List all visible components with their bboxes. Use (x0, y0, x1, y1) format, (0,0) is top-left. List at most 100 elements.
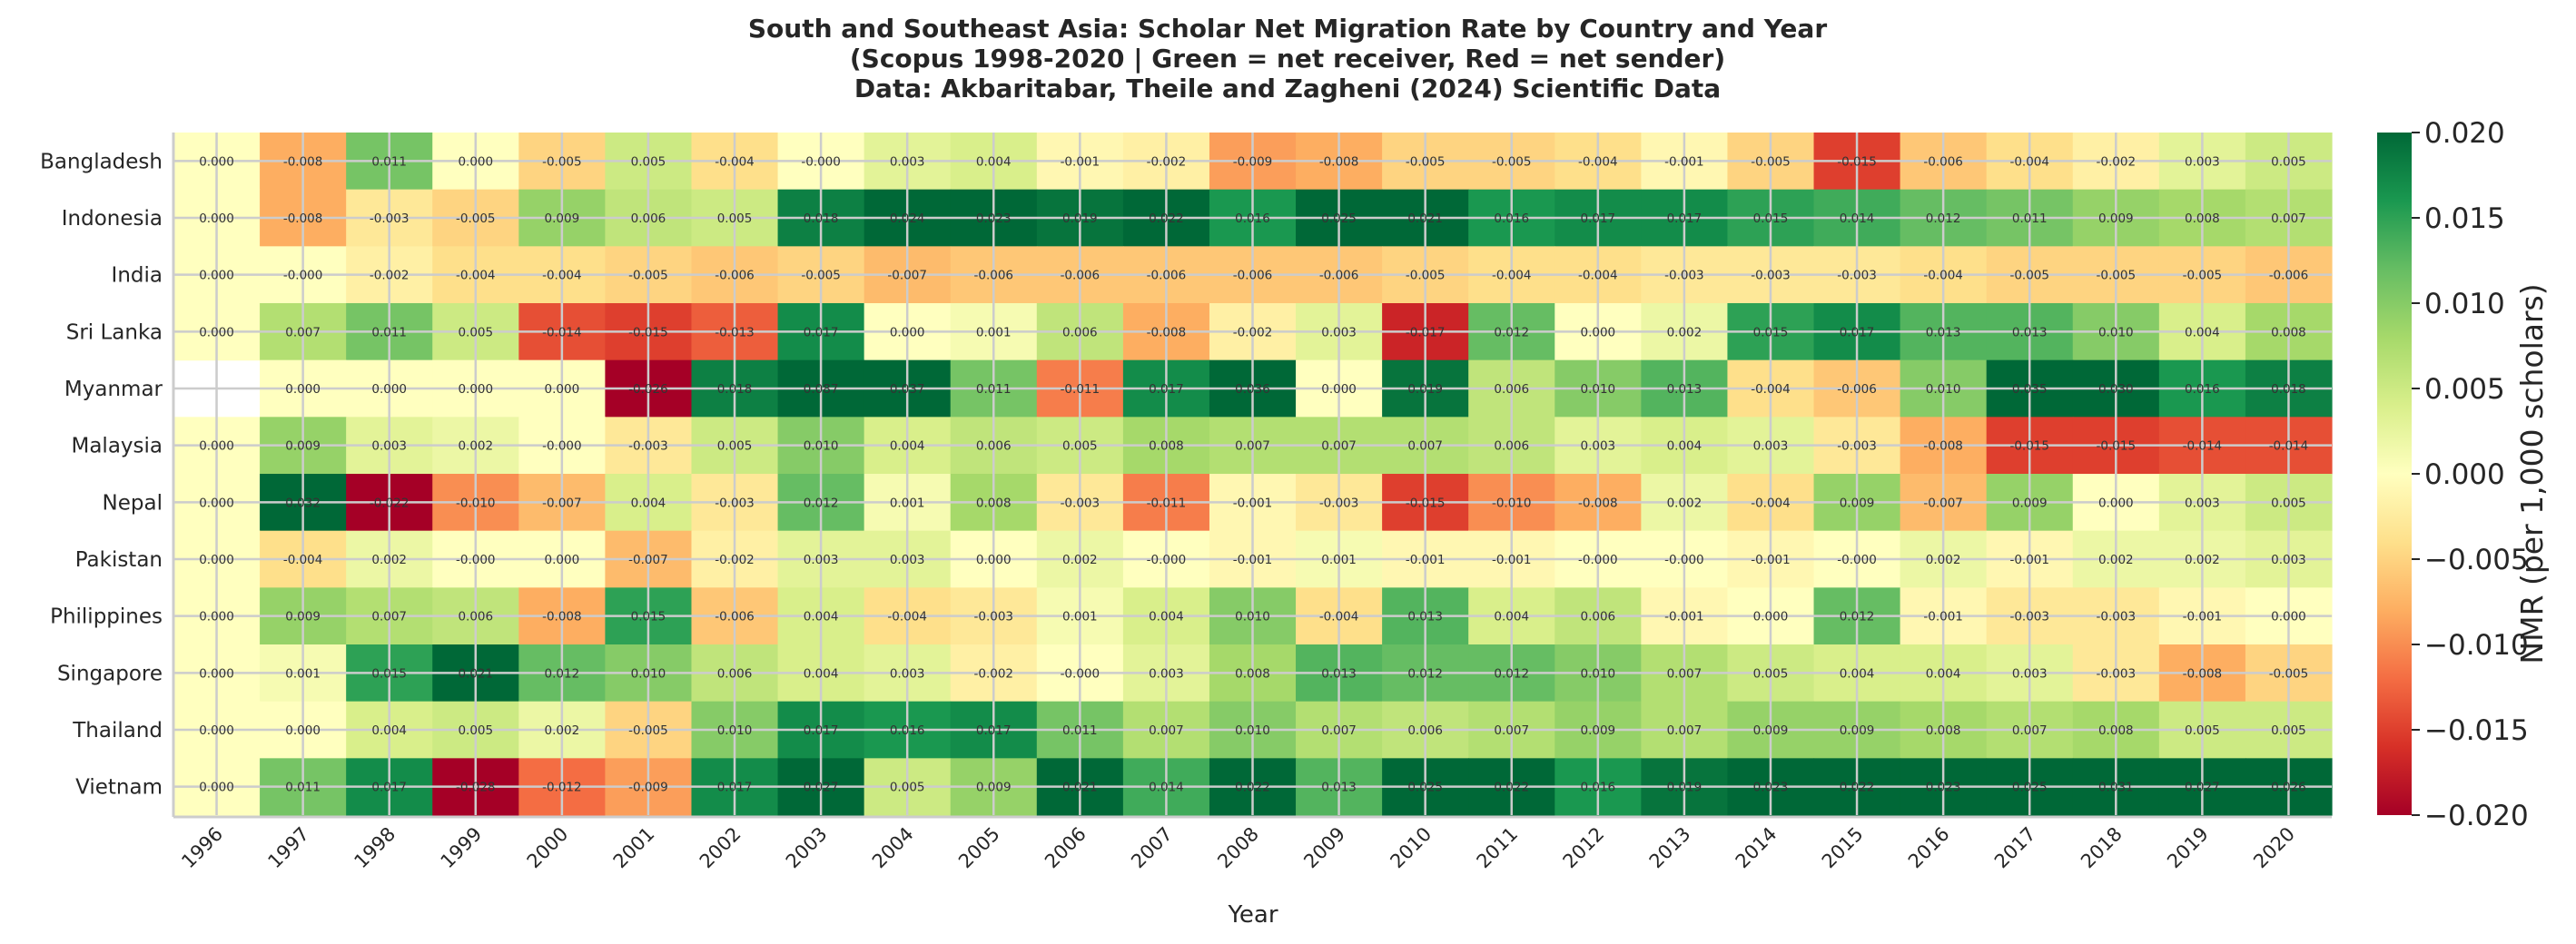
cell-value: 0.000 (199, 211, 234, 226)
cell-value: -0.004 (2009, 154, 2049, 169)
cell-value: 0.001 (1321, 553, 1357, 567)
cell-value: 0.000 (199, 781, 234, 795)
cell-value: 0.012 (1494, 325, 1529, 339)
cell-value: 0.013 (1321, 666, 1357, 681)
cell-value: 0.000 (199, 154, 234, 169)
x-tick-label: 2016 (1904, 823, 1954, 873)
cell-value: 0.011 (285, 781, 321, 795)
cell-value: 0.007 (1407, 439, 1443, 454)
cell-value: 0.003 (1580, 439, 1615, 454)
cell-value: -0.007 (887, 269, 927, 283)
cell-value: 0.005 (2185, 723, 2220, 738)
cell-value: -0.004 (715, 154, 755, 169)
cell-value: 0.006 (976, 439, 1012, 454)
cell-value: 0.036 (1235, 382, 1270, 397)
cell-value: 0.012 (545, 666, 580, 681)
cell-value: 0.006 (631, 211, 666, 226)
cell-value: 0.005 (2271, 154, 2306, 169)
cell-value: 0.009 (1753, 723, 1789, 738)
cell-value: 0.000 (458, 382, 493, 397)
cell-value: 0.000 (199, 666, 234, 681)
cell-value: -0.005 (1406, 269, 1446, 283)
cell-value: -0.001 (1492, 553, 1532, 567)
cell-value: 0.002 (1667, 325, 1703, 339)
cell-value: 0.011 (2012, 211, 2048, 226)
cell-value: 0.013 (1926, 325, 1961, 339)
cell-value: -0.017 (1406, 325, 1446, 339)
cell-value: 0.005 (890, 781, 925, 795)
cell-value: -0.008 (283, 211, 323, 226)
cell-value: 0.010 (2098, 325, 2134, 339)
cell-value: 0.010 (717, 723, 753, 738)
cell-value: -0.004 (1751, 382, 1791, 397)
cell-value: 0.005 (2271, 496, 2306, 510)
cell-value: -0.008 (1923, 439, 1963, 454)
cell-value: -0.006 (973, 269, 1013, 283)
cell-value: -0.006 (715, 269, 755, 283)
cell-value: 0.005 (631, 154, 666, 169)
cell-value: 0.010 (804, 439, 839, 454)
cell-value: 0.011 (371, 154, 407, 169)
cell-value: -0.003 (1751, 269, 1791, 283)
chart-title-line-1: South and Southeast Asia: Scholar Net Mi… (748, 14, 1827, 44)
cell-value: -0.008 (1578, 496, 1618, 510)
cell-value: -0.007 (628, 553, 668, 567)
cell-value: 0.022 (1840, 781, 1875, 795)
cell-value: 0.087 (804, 382, 839, 397)
cell-value: 0.008 (2185, 211, 2220, 226)
row-label: Philippines (50, 605, 163, 629)
cell-value: 0.030 (2098, 382, 2134, 397)
cell-value: 0.003 (890, 154, 925, 169)
x-tick-label: 2009 (1299, 823, 1349, 873)
cell-value: 0.000 (285, 382, 321, 397)
cell-value: 0.007 (1667, 666, 1703, 681)
cell-value: 0.005 (458, 325, 493, 339)
x-tick-label: 2019 (2163, 823, 2213, 873)
cell-value: 0.005 (1062, 439, 1098, 454)
x-tick-label: 2017 (1990, 823, 2040, 873)
cell-value: 0.003 (1149, 666, 1184, 681)
cell-value: -0.005 (542, 154, 582, 169)
cell-value: -0.006 (1233, 269, 1273, 283)
cell-value: 0.002 (1926, 553, 1961, 567)
cell-value: 0.023 (1753, 781, 1789, 795)
x-tick-label: 2000 (523, 823, 573, 873)
x-tick-label: 2013 (1645, 823, 1695, 873)
cell-value: 0.008 (1235, 666, 1270, 681)
cell-value: 0.010 (1580, 666, 1615, 681)
cell-value: 0.002 (2185, 553, 2220, 567)
cell-value: -0.014 (2269, 439, 2309, 454)
cell-value: 0.003 (804, 553, 839, 567)
cell-value: -0.004 (1319, 610, 1359, 624)
cell-value: -0.008 (2183, 666, 2223, 681)
x-tick-label: 1998 (350, 823, 400, 873)
cell-value: -0.006 (1061, 269, 1100, 283)
cell-value: 0.004 (1494, 610, 1529, 624)
cell-value: 0.006 (1494, 439, 1529, 454)
cell-value: 0.000 (976, 553, 1012, 567)
colorbar-tick-label: 0.020 (2424, 117, 2505, 150)
cell-value: -0.006 (1147, 269, 1187, 283)
cell-value: -0.001 (1233, 553, 1273, 567)
cell-value: 0.000 (199, 496, 234, 510)
cell-value: -0.007 (542, 496, 582, 510)
cell-value: -0.002 (1147, 154, 1187, 169)
cell-value: 0.000 (199, 553, 234, 567)
cell-value: -0.007 (1923, 496, 1963, 510)
cell-value: -0.003 (1664, 269, 1704, 283)
cell-value: -0.012 (542, 781, 582, 795)
cell-value: -0.003 (2097, 666, 2137, 681)
cell-value: 0.000 (199, 723, 234, 738)
cell-value: 0.000 (545, 553, 580, 567)
colorbar-ticks: −0.020 −0.015 −0.010 −0.005 0.000 0.005 0.010 0… (2412, 117, 2529, 832)
cell-value: 0.017 (1149, 382, 1184, 397)
cell-value: -0.005 (628, 269, 668, 283)
cell-value: -0.000 (456, 553, 496, 567)
cell-value: 0.032 (285, 496, 321, 510)
x-tick-label: 2010 (1386, 823, 1436, 873)
cell-value: 0.000 (199, 269, 234, 283)
chart-title-line-2: (Scopus 1998-2020 | Green = net receiver… (850, 44, 1725, 74)
cell-value: 0.009 (2012, 496, 2048, 510)
colorbar-tick-label: −0.010 (2424, 629, 2529, 662)
x-axis-label: Year (1227, 901, 1278, 929)
